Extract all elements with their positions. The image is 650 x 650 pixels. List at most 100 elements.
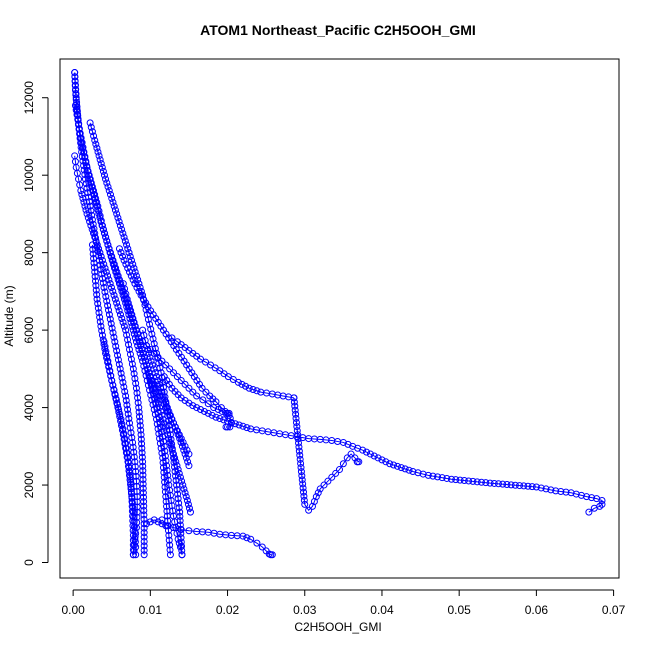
data-point bbox=[93, 291, 101, 299]
data-point bbox=[344, 440, 352, 448]
data-point bbox=[128, 493, 136, 501]
data-point bbox=[122, 439, 130, 447]
data-point bbox=[142, 299, 150, 307]
data-point bbox=[390, 461, 398, 469]
data-point bbox=[92, 237, 100, 245]
series-line bbox=[74, 155, 145, 555]
data-point bbox=[166, 491, 174, 499]
data-point bbox=[137, 291, 145, 299]
data-point bbox=[301, 500, 309, 508]
data-point bbox=[92, 198, 100, 206]
data-point bbox=[84, 167, 92, 175]
data-point bbox=[72, 85, 80, 93]
data-point bbox=[291, 406, 299, 414]
data-point bbox=[87, 123, 95, 131]
data-point bbox=[131, 322, 139, 330]
data-point bbox=[100, 171, 108, 179]
data-point bbox=[119, 229, 127, 237]
data-point bbox=[126, 473, 134, 481]
data-point bbox=[146, 320, 154, 328]
data-point bbox=[168, 502, 176, 510]
data-point bbox=[120, 383, 128, 391]
data-point bbox=[113, 299, 121, 307]
data-point bbox=[296, 451, 304, 459]
data-point bbox=[131, 458, 139, 466]
data-point bbox=[300, 488, 308, 496]
data-point bbox=[224, 417, 232, 425]
data-point bbox=[164, 471, 172, 479]
data-point bbox=[185, 462, 193, 470]
data-point bbox=[121, 285, 129, 293]
data-point bbox=[95, 309, 103, 317]
series-14 bbox=[160, 373, 606, 516]
data-point bbox=[72, 90, 80, 98]
data-point bbox=[465, 477, 473, 485]
data-point bbox=[118, 225, 126, 233]
y-tick-label: 6000 bbox=[22, 316, 36, 343]
data-point bbox=[189, 388, 197, 396]
chart-title: ATOM1 Northeast_Pacific C2H5OOH_GMI bbox=[200, 22, 476, 38]
data-point bbox=[124, 410, 132, 418]
data-point bbox=[84, 214, 92, 222]
data-point bbox=[243, 534, 251, 542]
data-point bbox=[547, 486, 555, 494]
data-point bbox=[378, 456, 386, 464]
data-point bbox=[234, 378, 242, 386]
data-point bbox=[295, 439, 303, 447]
data-point bbox=[103, 297, 111, 305]
data-point bbox=[177, 538, 185, 546]
data-point bbox=[185, 527, 193, 535]
data-point bbox=[177, 529, 185, 537]
data-point bbox=[96, 313, 104, 321]
data-point bbox=[106, 367, 114, 375]
data-point bbox=[181, 442, 189, 450]
data-point bbox=[127, 488, 135, 496]
data-point bbox=[324, 477, 332, 485]
data-point bbox=[127, 478, 135, 486]
data-point bbox=[82, 157, 90, 165]
data-point bbox=[168, 446, 176, 454]
data-point bbox=[116, 365, 124, 373]
data-point bbox=[89, 187, 97, 195]
data-point bbox=[438, 474, 446, 482]
data-point bbox=[133, 284, 141, 292]
data-point bbox=[96, 214, 104, 222]
data-point bbox=[113, 347, 121, 355]
data-point bbox=[98, 270, 106, 278]
data-point bbox=[125, 303, 133, 311]
data-point bbox=[118, 374, 126, 382]
data-point bbox=[129, 315, 137, 322]
data-point bbox=[137, 435, 145, 443]
data-point bbox=[152, 392, 160, 400]
data-point bbox=[81, 153, 89, 161]
data-point bbox=[126, 350, 134, 358]
data-point bbox=[169, 369, 177, 377]
data-point bbox=[138, 444, 146, 452]
data-point bbox=[73, 103, 81, 111]
data-point bbox=[135, 287, 143, 295]
data-point bbox=[163, 467, 171, 475]
data-point bbox=[332, 469, 340, 477]
y-tick-label: 0 bbox=[22, 559, 36, 566]
data-point bbox=[156, 392, 164, 400]
data-point bbox=[176, 512, 184, 520]
data-point bbox=[95, 210, 103, 218]
data-point bbox=[424, 471, 432, 479]
series-16 bbox=[142, 516, 170, 530]
data-point bbox=[164, 476, 172, 484]
data-point bbox=[182, 493, 190, 501]
data-point bbox=[164, 407, 172, 415]
data-point bbox=[139, 480, 147, 488]
data-point bbox=[130, 318, 138, 326]
data-point bbox=[154, 400, 162, 408]
y-axis-label: Altitude (m) bbox=[2, 285, 16, 346]
data-point bbox=[105, 362, 113, 370]
data-point bbox=[339, 438, 347, 446]
data-point bbox=[316, 485, 324, 493]
data-point bbox=[166, 438, 174, 446]
data-point bbox=[103, 237, 111, 245]
data-point bbox=[115, 218, 123, 226]
data-point bbox=[130, 448, 138, 456]
series-12 bbox=[168, 334, 298, 402]
y-tick-label: 12000 bbox=[22, 81, 36, 115]
